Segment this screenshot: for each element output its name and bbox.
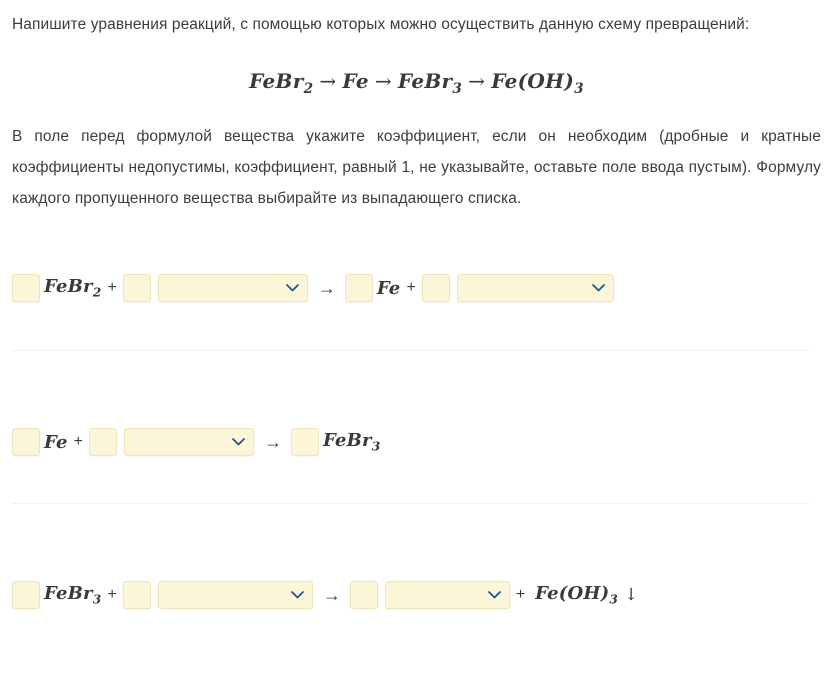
precipitate-arrow-icon: ↓ (624, 585, 639, 605)
eq3-right-coefficient-1-input[interactable] (349, 581, 378, 609)
eq2-left-substance-select[interactable]: H2HBrBr2HClH2OFeFeBr2FeBr3NaOHNaBr (124, 428, 254, 456)
eq3-right-formula-1-subscript: 3 (609, 592, 619, 607)
transformation-scheme: FeBr2 → Fe → FeBr3 → Fe(OH)3 (12, 40, 821, 97)
eq1-right-formula-1: Fe (376, 277, 401, 299)
eq2-left-substance-select-wrap: H2HBrBr2HClH2OFeFeBr2FeBr3NaOHNaBr (117, 428, 254, 456)
eq1-left-substance-select-wrap: H2HBrBr2HClH2OFeFeBr2FeBr3NaOHNaBr (151, 274, 308, 302)
eq1-right-substance-select-wrap: H2HBrBr2HClH2OFeFeBr2FeBr3NaOHNaBr (450, 274, 614, 302)
eq3-right-substance-select[interactable]: H2HBrBr2HClH2OFeFeBr2FeBr3NaOHNaBr (384, 581, 510, 609)
eq1-right-substance-select[interactable]: H2HBrBr2HClH2OFeFeBr2FeBr3NaOHNaBr (456, 274, 614, 302)
eq2-right-formula-1: FeBr3 (323, 430, 381, 454)
scheme-item-3: FeBr3 (397, 69, 463, 97)
equations-area: FeBr2 + H2HBrBr2HClH2OFeFeBr2FeBr3NaOHNa… (12, 214, 821, 624)
intro-paragraph: Напишите уравнения реакций, с помощью ко… (12, 16, 750, 33)
eq2-left-coefficient-1-input[interactable] (12, 428, 40, 456)
eq1-left-substance-select[interactable]: H2HBrBr2HClH2OFeFeBr2FeBr3NaOHNaBr (157, 274, 308, 302)
equation-row-1: FeBr2 + H2HBrBr2HClH2OFeFeBr2FeBr3NaOHNa… (12, 259, 821, 317)
eq1-right-plus: + (406, 279, 416, 296)
scheme-arrow-1: → (319, 69, 337, 93)
scheme-item-4-subscript: 3 (574, 81, 584, 97)
eq3-left-substance-select-wrap: H2HBrBr2HClH2OFeFeBr2FeBr3NaOHNaBr (151, 581, 313, 609)
scheme-arrow-3: → (468, 69, 486, 93)
eq3-right-substance-select-wrap: H2HBrBr2HClH2OFeFeBr2FeBr3NaOHNaBr (378, 581, 510, 609)
scheme-item-1-subscript: 2 (303, 81, 314, 97)
scheme-arrow-2: → (374, 69, 392, 93)
eq2-left-formula-1: Fe (44, 431, 68, 453)
divider-2 (12, 503, 810, 504)
eq1-left-formula-1-subscript: 2 (92, 285, 102, 300)
eq2-left-plus: + (73, 433, 83, 450)
eq3-right-plus: + (515, 586, 526, 603)
eq1-right-coefficient-2-input[interactable] (421, 274, 450, 302)
eq2-left-coefficient-2-input[interactable] (89, 428, 117, 456)
eq1-left-plus: + (107, 279, 117, 296)
rules-paragraph: В поле перед формулой вещества укажите к… (12, 128, 821, 207)
eq1-reaction-arrow: → (317, 277, 336, 298)
eq1-left-coefficient-2-input[interactable] (122, 274, 151, 302)
eq1-left-coefficient-1-input[interactable] (12, 274, 40, 302)
eq2-right-coefficient-1-input[interactable] (291, 428, 319, 456)
eq3-left-coefficient-1-input[interactable] (12, 581, 40, 609)
eq2-reaction-arrow: → (264, 431, 282, 452)
scheme-item-1: FeBr2 (249, 69, 314, 97)
divider-1 (12, 350, 810, 351)
eq3-left-coefficient-2-input[interactable] (122, 581, 151, 609)
eq1-left-formula-1: FeBr2 (44, 276, 102, 300)
equation-row-3: FeBr3 + H2HBrBr2HClH2OFeFeBr2FeBr3NaOHNa… (12, 566, 821, 624)
eq1-right-coefficient-1-input[interactable] (344, 274, 373, 302)
eq3-reaction-arrow: → (322, 584, 341, 605)
scheme-item-2: Fe (342, 69, 369, 93)
scheme-item-4: Fe(OH)3 (491, 69, 584, 97)
scheme-item-3-subscript: 3 (452, 81, 463, 97)
eq3-left-formula-1-subscript: 3 (92, 592, 102, 607)
eq3-left-plus: + (107, 586, 117, 603)
equation-row-2: Fe + H2HBrBr2HClH2OFeFeBr2FeBr3NaOHNaBr … (12, 413, 821, 471)
eq2-right-formula-1-subscript: 3 (371, 439, 381, 454)
eq3-left-formula-1: FeBr3 (44, 583, 102, 607)
eq3-right-formula-1: Fe(OH)3 (535, 583, 619, 607)
eq3-left-substance-select[interactable]: H2HBrBr2HClH2OFeFeBr2FeBr3NaOHNaBr (157, 581, 313, 609)
